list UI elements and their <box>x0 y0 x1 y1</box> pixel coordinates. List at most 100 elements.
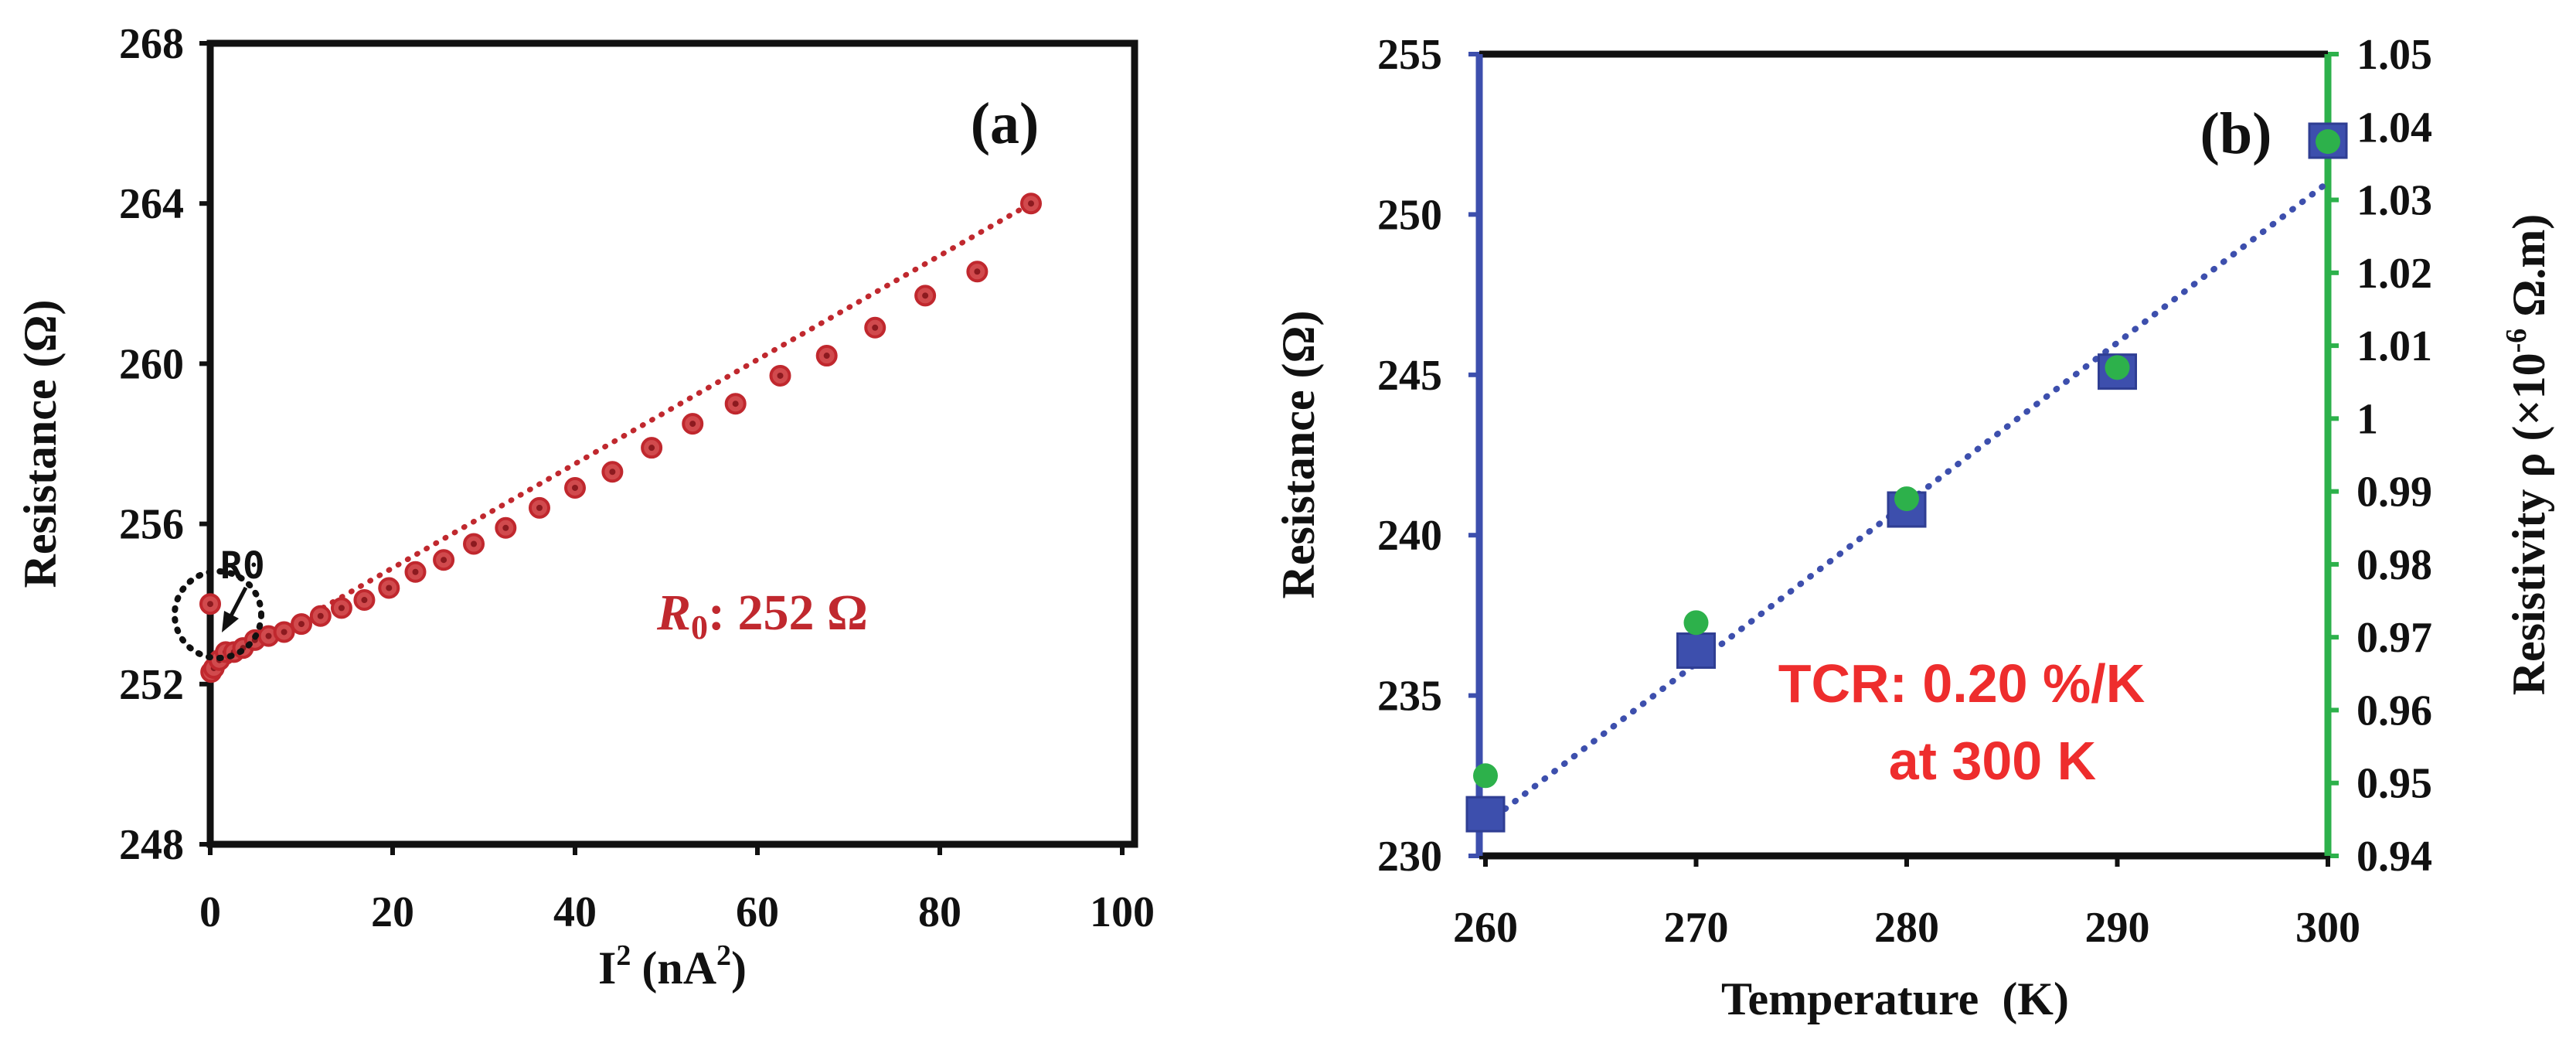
y-tick-label: 252 <box>119 661 184 709</box>
x-title-i: I <box>598 942 616 994</box>
point-core <box>412 568 419 575</box>
data-point <box>815 345 838 367</box>
right-y-tick-label: 0.96 <box>2357 687 2432 735</box>
x-tick-label: 100 <box>1090 888 1155 936</box>
data-point <box>528 496 550 519</box>
panel-b-y-axis-title: Resistance (Ω) <box>1273 311 1324 599</box>
data-point <box>495 516 517 539</box>
panel-a-plot-frame <box>206 39 1138 848</box>
right-y-tick-label: 1 <box>2357 395 2378 443</box>
point-core <box>777 372 784 379</box>
r0-arrow-head <box>222 611 239 632</box>
point-core <box>974 268 981 275</box>
r0-subscript: 0 <box>691 608 708 646</box>
r0-highlight-circle <box>172 568 264 661</box>
x-tick-label: 40 <box>553 888 597 936</box>
point-core <box>1028 200 1034 207</box>
y-tick-label: 260 <box>119 340 184 388</box>
point-core <box>471 540 478 547</box>
point-core <box>609 469 616 475</box>
data-point <box>914 285 937 307</box>
data-point <box>309 605 332 627</box>
data-point <box>1020 193 1042 215</box>
data-point <box>641 437 663 459</box>
x-tick-label: 270 <box>1664 904 1729 952</box>
data-point <box>404 561 427 583</box>
panel-b-points <box>1465 122 2348 833</box>
point-core <box>536 504 543 511</box>
data-point <box>199 593 221 615</box>
left-y-tick-label: 230 <box>1377 833 1442 881</box>
x-tick-label: 80 <box>918 888 961 936</box>
data-point <box>463 533 485 555</box>
point-core <box>732 400 739 407</box>
panel-a-trendline <box>207 200 1034 675</box>
right-y-tick-label: 1.02 <box>2357 250 2432 298</box>
x-tick-label: 60 <box>736 888 779 936</box>
data-point <box>330 597 352 619</box>
data-point <box>864 316 886 339</box>
data-point <box>273 621 295 643</box>
x-title-unit-open: (nA <box>641 942 716 994</box>
panel-b-x-ticks: 260 270 280 290 300 <box>1453 856 2360 952</box>
left-y-tick-label: 255 <box>1377 31 1442 79</box>
point-core <box>823 353 830 360</box>
right-y-tick-label: 0.99 <box>2357 469 2432 516</box>
x-title-i-sup: 2 <box>616 939 631 972</box>
r0-value: : 252 Ω <box>708 585 868 641</box>
point-core <box>298 621 305 628</box>
left-y-tick-label: 245 <box>1377 352 1442 400</box>
x-tick-label: 260 <box>1453 904 1518 952</box>
left-y-tick-label: 240 <box>1377 512 1442 560</box>
x-tick-label: 290 <box>2085 904 2150 952</box>
x-tick-label: 280 <box>1874 904 1939 952</box>
r0-arrow-shaft <box>226 586 248 622</box>
x-tick-label: 300 <box>2295 904 2360 952</box>
point-core <box>572 484 578 491</box>
x-title-unit-sup: 2 <box>716 939 731 972</box>
left-y-tick-label: 235 <box>1377 673 1442 721</box>
y-tick-label: 256 <box>119 501 184 549</box>
panel-a-y-axis-title: Resistance (Ω) <box>15 300 66 588</box>
right-y-tick-label: 1.03 <box>2357 177 2432 225</box>
r0-arrow-label: R0 <box>220 544 265 588</box>
panel-a-label: (a) <box>971 91 1040 156</box>
y-tick-label: 248 <box>119 821 184 869</box>
data-point <box>378 577 400 599</box>
point-core <box>922 292 929 299</box>
panel-a-x-ticks: 0 20 40 60 80 100 <box>199 844 1155 936</box>
data-point <box>564 476 586 499</box>
right-title-unit: Ω.m) <box>2503 214 2554 329</box>
point-core <box>265 632 272 639</box>
r0-symbol: R <box>656 585 691 641</box>
data-point <box>682 413 704 435</box>
resistivity-circle-marker <box>2105 355 2130 380</box>
panel-b-label: (b) <box>2200 101 2272 166</box>
data-point <box>433 549 455 571</box>
resistance-square-marker <box>1676 632 1716 670</box>
right-y-tick-label: 0.95 <box>2357 760 2432 808</box>
right-y-tick-label: 0.97 <box>2357 614 2432 662</box>
right-title-main: Resistivity ρ (×10 <box>2503 353 2554 695</box>
point-core <box>689 421 696 428</box>
tcr-annotation-line2: at 300 K <box>1889 731 2096 791</box>
panel-b-right-y-ticks: 0.94 0.95 0.96 0.97 0.98 0.99 1 1.01 1.02 1.03 1.0… <box>2328 31 2432 881</box>
resistivity-circle-marker <box>1473 763 1498 789</box>
data-point <box>601 461 624 483</box>
y-tick-label: 268 <box>119 20 184 68</box>
right-y-tick-label: 1.04 <box>2357 104 2432 152</box>
point-core <box>502 524 509 531</box>
point-core <box>317 612 324 619</box>
x-title-unit-close: ) <box>731 942 747 994</box>
point-core <box>648 445 655 452</box>
panel-a-points <box>199 193 1042 683</box>
panel-b-x-axis-title: Temperature (K) <box>1721 973 2069 1024</box>
x-tick-label: 0 <box>199 888 221 936</box>
point-core <box>281 629 288 636</box>
data-point <box>353 589 376 612</box>
point-core <box>361 597 368 604</box>
point-core <box>872 324 879 331</box>
y-tick-label: 264 <box>119 180 184 228</box>
